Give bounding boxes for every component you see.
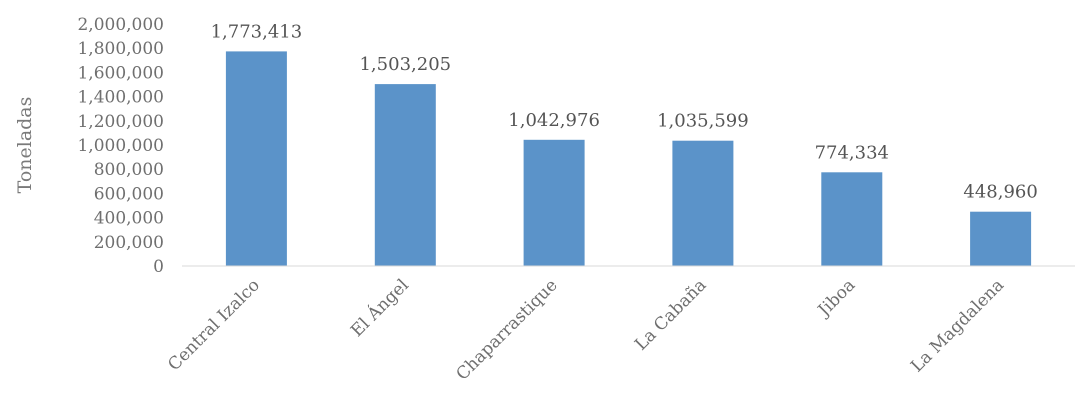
y-tick-label: 2,000,000 — [77, 15, 164, 35]
category-label: Jiboa — [813, 275, 859, 321]
bar — [970, 211, 1032, 266]
data-label: 448,960 — [963, 182, 1037, 203]
y-tick-label: 1,000,000 — [77, 136, 164, 156]
data-label: 1,773,413 — [211, 21, 303, 42]
bar — [225, 51, 287, 267]
y-tick-label: 200,000 — [94, 233, 164, 253]
data-label: 774,334 — [815, 142, 889, 163]
bar — [672, 140, 734, 266]
bar — [374, 84, 436, 266]
data-label: 1,503,205 — [359, 54, 451, 75]
bars — [225, 51, 1032, 267]
y-axis-title: Toneladas — [14, 97, 36, 194]
data-label: 1,042,976 — [508, 110, 600, 131]
bar — [821, 172, 883, 266]
y-tick-label: 1,200,000 — [77, 112, 164, 132]
y-axis-ticks: 0 200,000 400,000 600,000 800,000 1,000,000 1,… — [77, 15, 164, 277]
y-tick-label: 600,000 — [94, 184, 164, 204]
category-label: La Cabaña — [631, 275, 710, 354]
y-tick-label: 0 — [153, 257, 164, 277]
y-tick-label: 1,400,000 — [77, 88, 164, 108]
category-label: La Magdalena — [907, 275, 1008, 376]
category-label: Chaparrastique — [452, 275, 561, 384]
y-tick-label: 400,000 — [94, 209, 164, 229]
category-label: Central Izalco — [164, 275, 264, 375]
y-tick-label: 1,600,000 — [77, 63, 164, 83]
y-tick-label: 1,800,000 — [77, 39, 164, 59]
category-label: El Ángel — [346, 275, 412, 341]
data-label: 1,035,599 — [657, 111, 749, 132]
category-labels: Central Izalco El Ángel Chaparrastique La C… — [164, 275, 1008, 385]
bar — [523, 139, 585, 266]
data-labels: 1,773,413 1,503,205 1,042,976 1,035,599 774,… — [211, 21, 1038, 202]
y-tick-label: 800,000 — [94, 160, 164, 180]
